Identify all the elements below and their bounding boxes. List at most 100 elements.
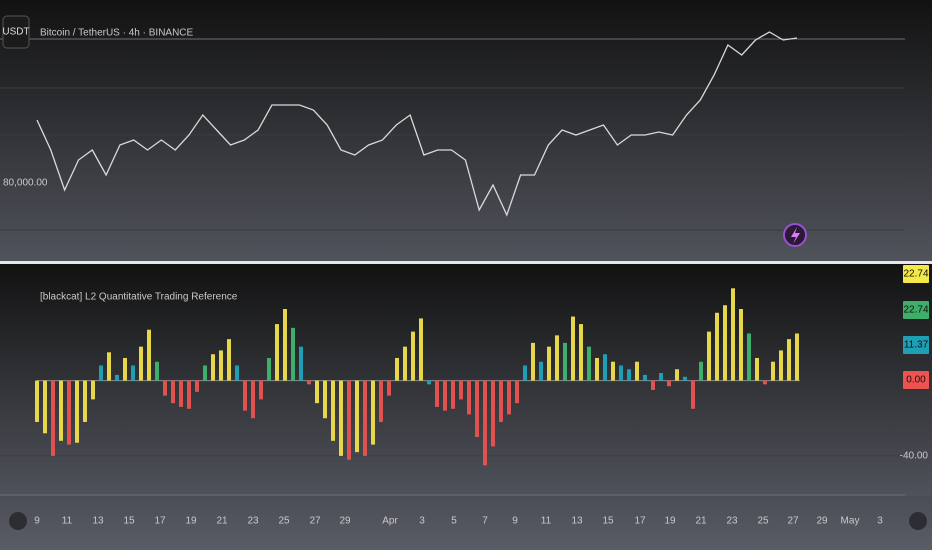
x-tick-label: 15 (123, 516, 135, 527)
histogram-bar (195, 380, 199, 392)
x-tick-label: 3 (877, 516, 883, 527)
x-tick-label: 27 (309, 516, 321, 527)
x-tick-label: 19 (664, 516, 676, 527)
histogram-bar (467, 380, 471, 415)
histogram-bar (787, 339, 791, 381)
histogram-bar (683, 376, 687, 381)
histogram-bar (627, 369, 631, 381)
histogram-bar (131, 365, 135, 381)
indicator-title: [blackcat] L2 Quantitative Trading Refer… (40, 292, 238, 303)
histogram-bar (763, 380, 767, 385)
histogram-bar (619, 365, 623, 381)
x-tick-label: 25 (757, 516, 769, 527)
histogram-bar (707, 331, 711, 381)
x-tick-label: 29 (339, 516, 351, 527)
value-badge (903, 301, 929, 319)
histogram-bar (307, 380, 311, 385)
x-tick-label: 3 (419, 516, 425, 527)
time-axis (0, 496, 932, 550)
histogram-bar (395, 357, 399, 381)
histogram-bar (603, 354, 607, 381)
histogram-bar (139, 346, 143, 381)
histogram-bar (283, 309, 287, 381)
histogram-bar (371, 380, 375, 445)
histogram-bar (171, 380, 175, 404)
x-tick-label: 11 (541, 516, 552, 527)
histogram-bar (747, 333, 751, 381)
histogram-bar (699, 361, 703, 381)
value-badge (903, 265, 929, 283)
histogram-bar (723, 305, 727, 381)
histogram-bar (155, 361, 159, 381)
histogram-bar (555, 335, 559, 381)
lightning (791, 227, 800, 244)
symbol-text: USDT (2, 27, 29, 38)
histogram-bar (67, 380, 71, 445)
histogram-bar (779, 350, 783, 381)
histogram-bar (675, 369, 679, 381)
histogram-bar (43, 380, 47, 434)
histogram-bar (611, 361, 615, 381)
histogram-bar (315, 380, 319, 404)
histogram-bar (147, 329, 151, 381)
histogram-bar (211, 354, 215, 381)
histogram-bar (107, 352, 111, 381)
value-badge-label: 0.00 (906, 375, 926, 386)
price-line (36, 31, 798, 217)
x-tick-label: 9 (512, 516, 518, 527)
histogram-bar (587, 346, 591, 381)
histogram-bar (355, 380, 359, 453)
histogram-bar (659, 373, 663, 381)
histogram-bar (499, 380, 503, 422)
histogram-bar (547, 346, 551, 381)
histogram-bar (491, 380, 495, 447)
histogram-bar (435, 380, 439, 407)
x-tick-label: 25 (278, 516, 290, 527)
histogram-bar (75, 380, 79, 443)
histogram-bar (483, 380, 487, 466)
histogram-bar (419, 318, 423, 381)
histogram-bar (387, 380, 391, 396)
symbol-button[interactable] (2, 15, 30, 49)
histogram-bar (59, 380, 63, 441)
histogram-bar (299, 346, 303, 381)
histogram-bar (771, 361, 775, 381)
y-tick-label: -40.00 (900, 451, 929, 462)
histogram-bar (571, 316, 575, 381)
value-badge-label: 11.37 (904, 340, 929, 351)
histogram-bar (643, 374, 647, 381)
nav-button-right[interactable] (909, 512, 927, 530)
y-tick-label: 80,000.00 (3, 178, 48, 189)
histogram-bar (475, 380, 479, 438)
histogram-bar (403, 346, 407, 381)
histogram-bar (83, 380, 87, 422)
x-tick-label: May (841, 516, 860, 527)
histogram-bar (51, 380, 55, 456)
histogram-bar (99, 365, 103, 381)
histogram-bar (243, 380, 247, 411)
histogram-bar (179, 380, 183, 407)
x-tick-label: 23 (726, 516, 738, 527)
histogram-bar (459, 380, 463, 400)
histogram-bar (531, 342, 535, 381)
x-tick-label: 17 (634, 516, 646, 527)
histogram-bar (291, 327, 295, 381)
x-tick-label: 27 (787, 516, 799, 527)
histogram-bar (635, 361, 639, 381)
nav-button-left[interactable] (9, 512, 27, 530)
histogram-bar (235, 365, 239, 381)
value-badge (903, 371, 929, 389)
histogram-bar (35, 380, 39, 422)
histogram-bar (523, 365, 527, 381)
histogram-bar (691, 380, 695, 409)
histogram-bar (267, 357, 271, 381)
x-tick-label: 15 (602, 516, 614, 527)
histogram-bar (739, 309, 743, 381)
x-tick-label: 5 (451, 516, 457, 527)
histogram-bar (227, 339, 231, 381)
histogram-bar (795, 333, 799, 381)
histogram-bar (187, 380, 191, 409)
histogram-bar (259, 380, 263, 400)
value-badge-label: 22.74 (903, 305, 928, 316)
histogram-bar (163, 380, 167, 396)
